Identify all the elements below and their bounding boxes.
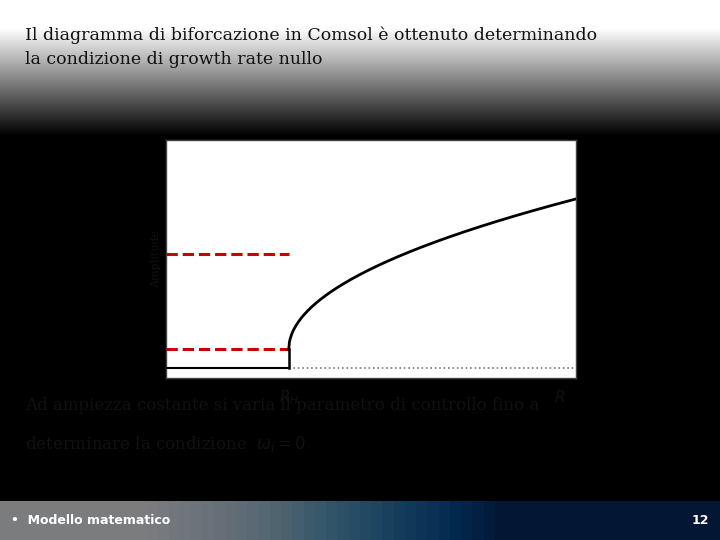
Text: •  Modello matematico: • Modello matematico: [11, 514, 170, 527]
Text: 12: 12: [692, 514, 709, 527]
Text: Il diagramma di biforcazione in Comsol è ottenuto determinando
la condizione di : Il diagramma di biforcazione in Comsol è…: [25, 27, 598, 68]
Y-axis label: Amplitude: Amplitude: [151, 230, 161, 288]
Text: $R$: $R$: [554, 389, 565, 406]
Text: Ad ampiezza costante si varia il parametro di controllo fino a: Ad ampiezza costante si varia il paramet…: [25, 397, 539, 414]
Text: determinare la condizione  $\omega_i = 0$: determinare la condizione $\omega_i = 0$: [25, 434, 306, 454]
Text: $R_H$: $R_H$: [279, 388, 299, 407]
